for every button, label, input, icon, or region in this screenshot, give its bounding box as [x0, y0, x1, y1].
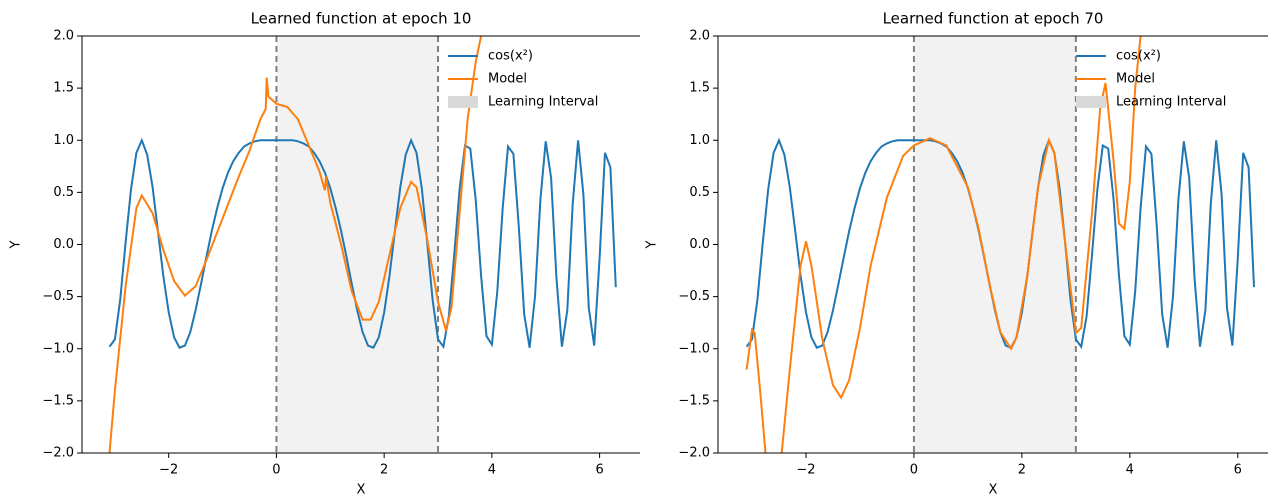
chart: −2 0 2 4 6 −2.0 −1.5 −1.0 −0.5 0.0 0.5 1.0 1.5 2.0 Lea…: [9, 10, 640, 498]
x-axis-label: X: [989, 483, 998, 498]
legend-label: Learning Interval: [1116, 95, 1226, 110]
y-tick-label: 2.0: [689, 29, 710, 44]
y-axis-label: Y: [645, 240, 660, 249]
y-tick-label: 1.5: [53, 81, 74, 96]
y-tick-label: −1.5: [678, 393, 710, 408]
y-tick-label: 0.0: [689, 237, 710, 252]
chart-title: Learned function at epoch 10: [251, 10, 472, 28]
y-tick-label: 0.0: [53, 237, 74, 252]
chart-title: Learned function at epoch 70: [883, 10, 1104, 28]
series-line: [108, 36, 483, 453]
x-tick-label: 4: [1126, 463, 1134, 478]
y-axis-label: Y: [9, 240, 24, 249]
series-line: [108, 137, 617, 350]
learning-interval: [276, 36, 439, 453]
legend-label: Model: [1116, 72, 1155, 87]
x-tick-label: −2: [159, 463, 178, 478]
legend-label: Model: [488, 72, 527, 87]
learning-interval: [913, 36, 1076, 453]
y-tick-label: 0.5: [689, 185, 710, 200]
y-tick-label: −0.5: [42, 289, 74, 304]
legend-label: Learning Interval: [488, 95, 598, 110]
legend-swatch: [1076, 96, 1106, 108]
y-tick-label: −1.0: [42, 341, 74, 356]
series-line: [745, 36, 1142, 453]
x-tick-label: 2: [1018, 463, 1026, 478]
x-tick-label: 0: [910, 463, 918, 478]
x-tick-label: 6: [595, 463, 603, 478]
x-axis-label: X: [357, 483, 366, 498]
y-tick-label: 1.0: [689, 133, 710, 148]
legend-label: cos(x²): [1116, 49, 1161, 64]
y-tick-label: −2.0: [42, 446, 74, 461]
x-tick-label: −2: [796, 463, 815, 478]
x-tick-label: 6: [1234, 463, 1242, 478]
legend-swatch: [448, 96, 478, 108]
y-tick-label: 1.0: [53, 133, 74, 148]
chart: −2 0 2 4 6 −2.0 −1.5 −1.0 −0.5 0.0 0.5 1.0 1.5 2.0 Lea…: [645, 10, 1268, 498]
y-tick-label: −1.5: [42, 393, 74, 408]
x-tick-label: 4: [488, 463, 496, 478]
x-tick-label: 2: [380, 463, 388, 478]
y-tick-label: 0.5: [53, 185, 74, 200]
legend-label: cos(x²): [488, 49, 533, 64]
y-tick-label: −1.0: [678, 341, 710, 356]
y-tick-label: 1.5: [689, 81, 710, 96]
y-tick-label: −2.0: [678, 446, 710, 461]
x-tick-label: 0: [272, 463, 280, 478]
y-tick-label: −0.5: [678, 289, 710, 304]
y-tick-label: 2.0: [53, 29, 74, 44]
